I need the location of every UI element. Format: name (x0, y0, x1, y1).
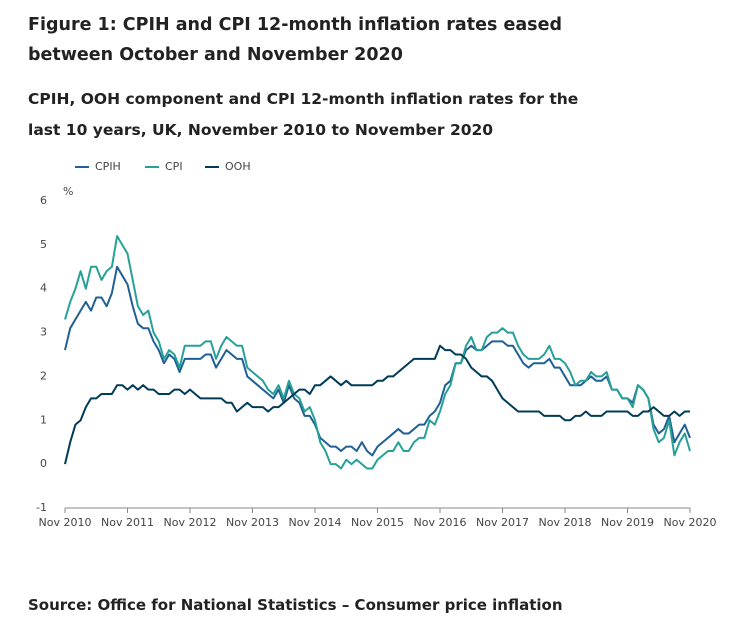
chart-title: Figure 1: CPIH and CPI 12-month inflatio… (28, 15, 562, 65)
y-tick-label: 3 (40, 326, 47, 339)
x-tick-label: Nov 2017 (476, 516, 529, 529)
y-tick-label: 0 (40, 457, 47, 470)
x-tick-label: Nov 2016 (414, 516, 467, 529)
x-tick-label: Nov 2019 (601, 516, 654, 529)
y-tick-label: 1 (40, 413, 47, 426)
y-tick-label: 6 (40, 194, 47, 207)
x-tick-label: Nov 2014 (289, 516, 342, 529)
y-tick-label: 5 (40, 238, 47, 251)
line-series (64, 265, 691, 457)
source: Source: Office for National Statistics –… (28, 596, 563, 614)
y-tick-label: 4 (40, 282, 47, 295)
line-series (64, 344, 690, 465)
x-tick-label: Nov 2011 (101, 516, 154, 529)
y-tick-label: -1 (36, 501, 47, 514)
x-tick-label: Nov 2010 (39, 516, 92, 529)
x-tick-label: Nov 2020 (664, 516, 717, 529)
legend-label: CPI (165, 160, 183, 173)
x-tick-label: Nov 2012 (164, 516, 217, 529)
line-series (64, 235, 691, 470)
x-tick-label: Nov 2015 (351, 516, 404, 529)
y-unit: % (63, 185, 73, 198)
chart: % -1 0 1 2 3 4 5 6 Nov 2010 Nov 2011 Nov 2012 Nov 2… (36, 160, 717, 529)
x-tick-label: Nov 2013 (226, 516, 279, 529)
legend-label: OOH (225, 160, 251, 173)
legend-label: CPIH (95, 160, 121, 173)
x-tick-label: Nov 2018 (539, 516, 592, 529)
chart-subtitle: CPIH, OOH component and CPI 12-month inf… (28, 90, 579, 139)
y-tick-label: 2 (40, 369, 47, 382)
